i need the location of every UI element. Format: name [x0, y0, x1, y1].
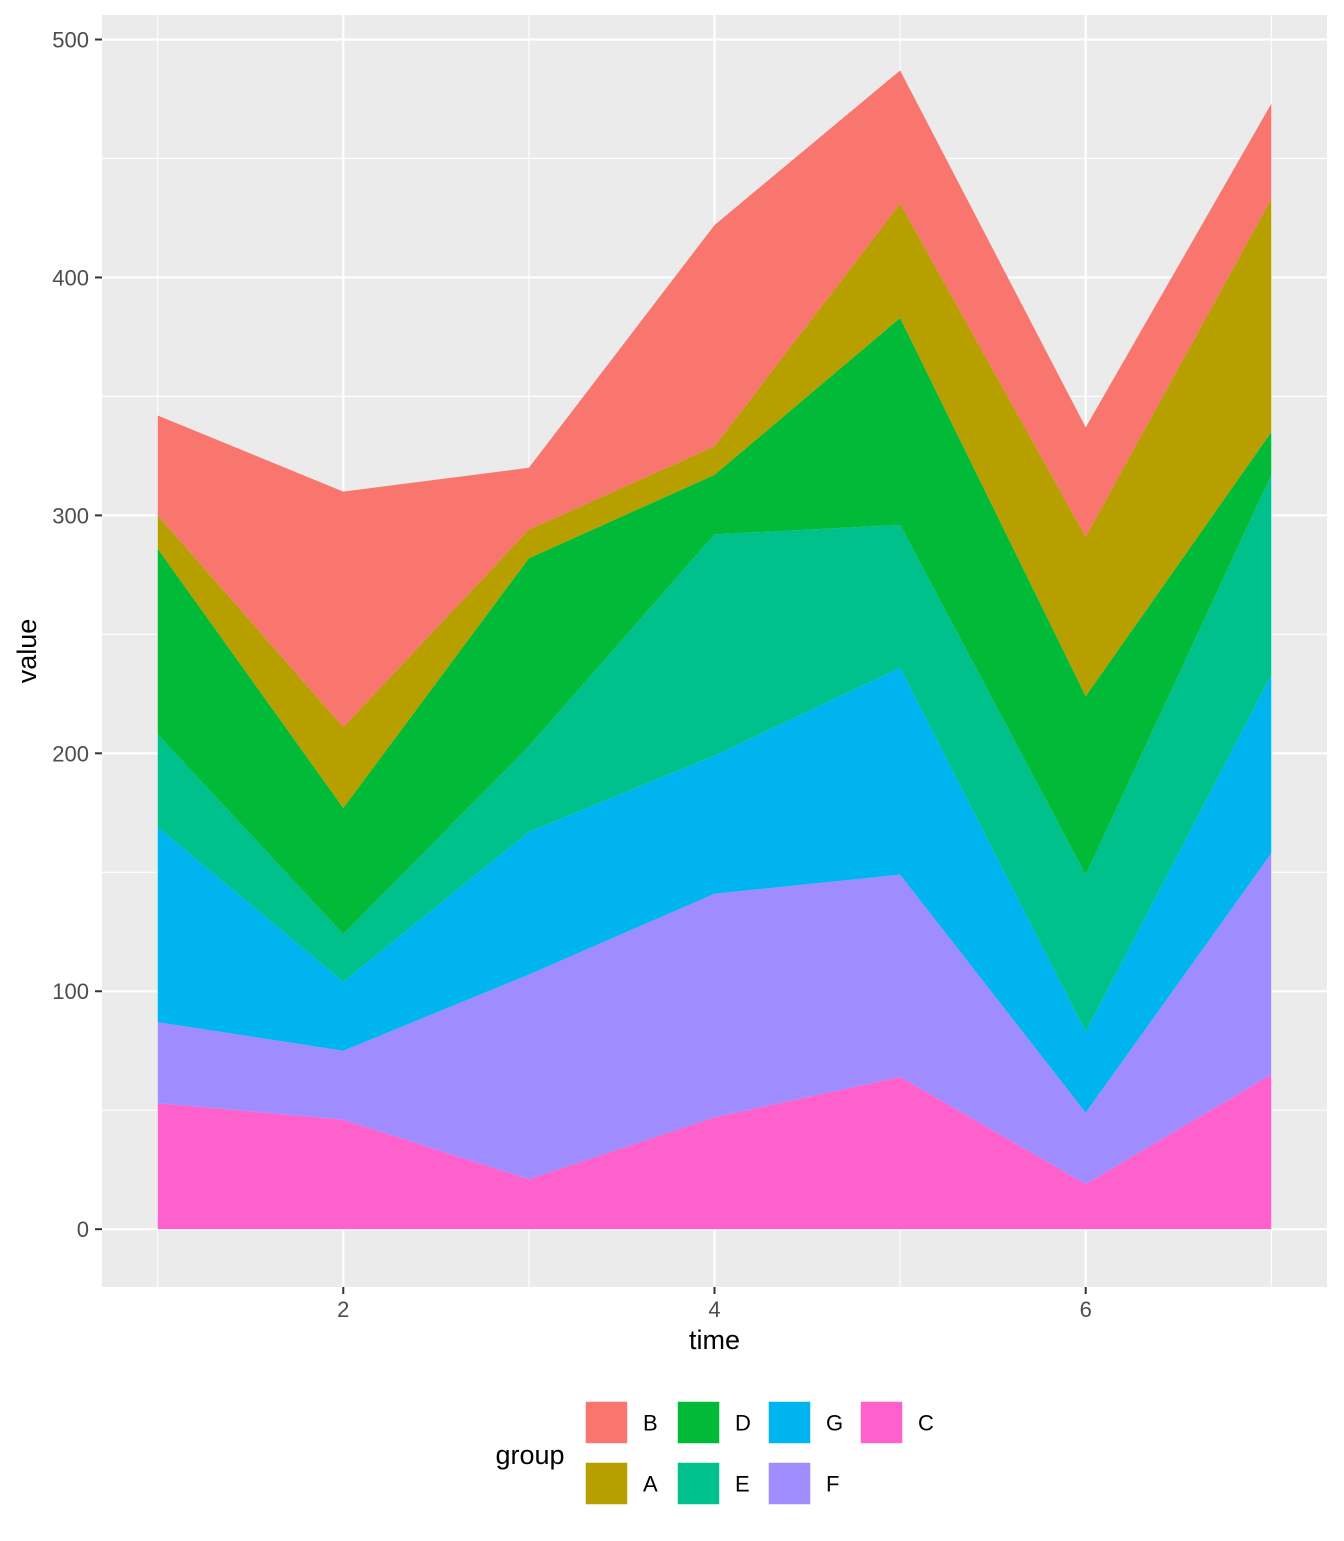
legend-key-E	[676, 1461, 721, 1506]
legend-item-D: D	[676, 1400, 751, 1445]
legend-title: group	[495, 1440, 564, 1470]
legend-item-E: E	[676, 1461, 750, 1506]
area-series-B	[157, 70, 1272, 728]
legend-item-G: G	[767, 1400, 843, 1445]
x-axis: 2 4 6	[337, 1287, 1092, 1322]
y-tick-label: 500	[52, 28, 89, 53]
area-series-E	[157, 474, 1272, 1032]
legend-label-A: A	[643, 1472, 658, 1497]
legend-key-B	[584, 1400, 629, 1445]
area-series-F	[157, 853, 1272, 1184]
x-tick-label: 4	[708, 1297, 720, 1322]
y-tick-label: 300	[52, 503, 89, 528]
x-axis-title: time	[689, 1325, 740, 1355]
area-series-D	[157, 317, 1272, 935]
legend-item-B: B	[584, 1400, 658, 1445]
legend-label-E: E	[735, 1472, 750, 1497]
legend-label-F: F	[826, 1472, 839, 1497]
legend-label-D: D	[735, 1411, 751, 1436]
legend-label-C: C	[918, 1411, 934, 1436]
x-tick-label: 6	[1080, 1297, 1092, 1322]
y-axis: 0 100 200 300 400 500	[52, 28, 102, 1242]
legend: group B D G C A E F	[495, 1400, 934, 1506]
legend-label-B: B	[643, 1411, 658, 1436]
legend-item-C: C	[859, 1400, 934, 1445]
legend-key-G	[767, 1400, 812, 1445]
area-series-A	[157, 198, 1272, 809]
y-tick-label: 100	[52, 979, 89, 1004]
y-axis-title: value	[12, 619, 42, 684]
legend-item-A: A	[584, 1461, 658, 1506]
legend-key-D	[676, 1400, 721, 1445]
area-series-C	[157, 1074, 1272, 1230]
legend-label-G: G	[826, 1411, 843, 1436]
y-tick-label: 200	[52, 741, 89, 766]
legend-item-F: F	[767, 1461, 839, 1506]
area-series-G	[157, 667, 1272, 1113]
y-tick-label: 400	[52, 265, 89, 290]
x-tick-label: 2	[337, 1297, 349, 1322]
area-layers	[157, 70, 1272, 1230]
y-tick-label: 0	[77, 1217, 89, 1242]
legend-key-C	[859, 1400, 904, 1445]
legend-key-F	[767, 1461, 812, 1506]
legend-key-A	[584, 1461, 629, 1506]
